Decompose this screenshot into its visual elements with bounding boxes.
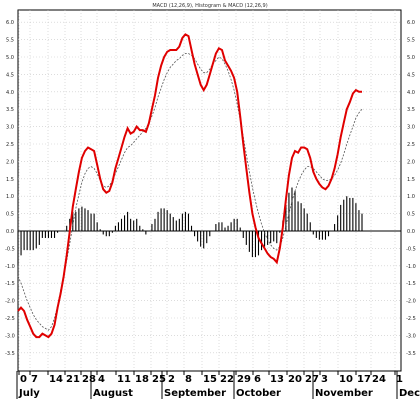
- macd-line: [17, 33, 362, 339]
- y-tick-label-right: -1.5: [406, 281, 416, 287]
- y-tick-label-left: 2.0: [6, 159, 14, 165]
- x-tick-label: 7: [31, 374, 38, 385]
- month-label: August: [93, 388, 133, 399]
- y-tick-label-left: 5.5: [6, 38, 14, 44]
- month-label: November: [315, 388, 373, 399]
- y-tick-label-right: 1.5: [407, 177, 415, 183]
- x-tick-label: 3: [321, 374, 328, 385]
- chart-title: MACD (12,26,9), Histogram & MACD (12,26,…: [152, 3, 267, 9]
- plot-frame: [17, 9, 402, 372]
- y-tick-label-left: 5.0: [6, 55, 14, 61]
- y-tick-label-left: -2.5: [5, 316, 15, 322]
- x-tick-labels: 0 7 14 21 28 4 11 18 25 2 8 15 22 29 6 13 20 27 3 10 17 24 1: [18, 371, 403, 385]
- y-tick-label-right: 1.0: [407, 194, 415, 200]
- y-tick-label-right: 3.5: [407, 107, 415, 113]
- y-tick-label-left: 1.0: [6, 194, 14, 200]
- x-tick-label: 10: [339, 374, 353, 385]
- y-tick-label-left: -1.5: [5, 281, 15, 287]
- x-tick-label: 14: [49, 374, 63, 385]
- x-tick-label: 11: [117, 374, 131, 385]
- y-tick-label-right: -2.0: [406, 299, 416, 305]
- y-tick-labels: 6.0 6.0 5.5 5.5 5.0 5.0 4.5 4.5 4.0 4.0 3.5 3.5 3.0 3…: [5, 20, 416, 357]
- x-tick-label: 28: [82, 374, 96, 385]
- y-tick-label-left: 2.5: [6, 142, 14, 148]
- y-tick-label-right: 5.5: [407, 38, 415, 44]
- y-tick-label-right: -2.5: [406, 316, 416, 322]
- y-tick-label-left: -0.5: [5, 246, 15, 252]
- y-tick-label-right: -3.5: [406, 351, 416, 357]
- x-tick-label: 18: [135, 374, 149, 385]
- y-tick-label-left: 6.0: [6, 20, 14, 26]
- y-tick-label-left: 1.5: [6, 177, 14, 183]
- y-tick-label-right: 2.5: [407, 142, 415, 148]
- y-tick-label-right: 0.5: [407, 212, 415, 218]
- x-tick-label: 15: [203, 374, 217, 385]
- y-tick-label-left: -3.5: [5, 351, 15, 357]
- y-tick-label-right: 4.5: [407, 72, 415, 78]
- month-labels: July August September October November Dece: [16, 371, 420, 399]
- month-label: October: [236, 388, 281, 399]
- x-tick-label: 21: [66, 374, 80, 385]
- y-tick-label-left: -1.0: [5, 264, 15, 270]
- x-tick-label: 20: [288, 374, 302, 385]
- y-tick-label-right: 6.0: [407, 20, 415, 26]
- y-tick-label-right: 2.0: [407, 159, 415, 165]
- x-tick-label: 24: [372, 374, 386, 385]
- x-tick-label: 0: [20, 374, 27, 385]
- x-tick-label: 27: [305, 374, 319, 385]
- y-tick-label-left: 3.0: [6, 125, 14, 131]
- month-label: September: [164, 388, 226, 399]
- grid: [18, 10, 401, 371]
- month-label: July: [18, 388, 40, 399]
- y-tick-label-right: -3.0: [406, 333, 416, 339]
- y-tick-label-right: -1.0: [406, 264, 416, 270]
- y-tick-label-right: -0.5: [406, 246, 416, 252]
- y-tick-label-left: -2.0: [5, 299, 15, 305]
- y-tick-label-left: 0.5: [6, 212, 14, 218]
- x-tick-label: 8: [185, 374, 192, 385]
- x-tick-label: 1: [396, 374, 403, 385]
- histogram: [17, 187, 363, 266]
- y-tick-label-right: 0.0: [407, 229, 415, 235]
- y-tick-label-left: 4.0: [6, 90, 14, 96]
- x-tick-label: 22: [220, 374, 234, 385]
- x-tick-label: 4: [98, 374, 105, 385]
- y-tick-label-right: 5.0: [407, 55, 415, 61]
- y-tick-label-left: 3.5: [6, 107, 14, 113]
- y-tick-label-left: 0.0: [6, 229, 14, 235]
- x-tick-label: 2: [168, 374, 175, 385]
- y-tick-label-right: 3.0: [407, 125, 415, 131]
- x-tick-label: 13: [270, 374, 284, 385]
- y-tick-label-left: -3.0: [5, 333, 15, 339]
- x-tick-label: 6: [254, 374, 261, 385]
- month-label: Dece: [399, 388, 420, 399]
- x-tick-label: 17: [357, 374, 371, 385]
- x-tick-label: 29: [237, 374, 251, 385]
- y-tick-label-left: 4.5: [6, 72, 14, 78]
- y-tick-label-right: 4.0: [407, 90, 415, 96]
- x-tick-label: 25: [152, 374, 166, 385]
- signal-line: [17, 53, 363, 331]
